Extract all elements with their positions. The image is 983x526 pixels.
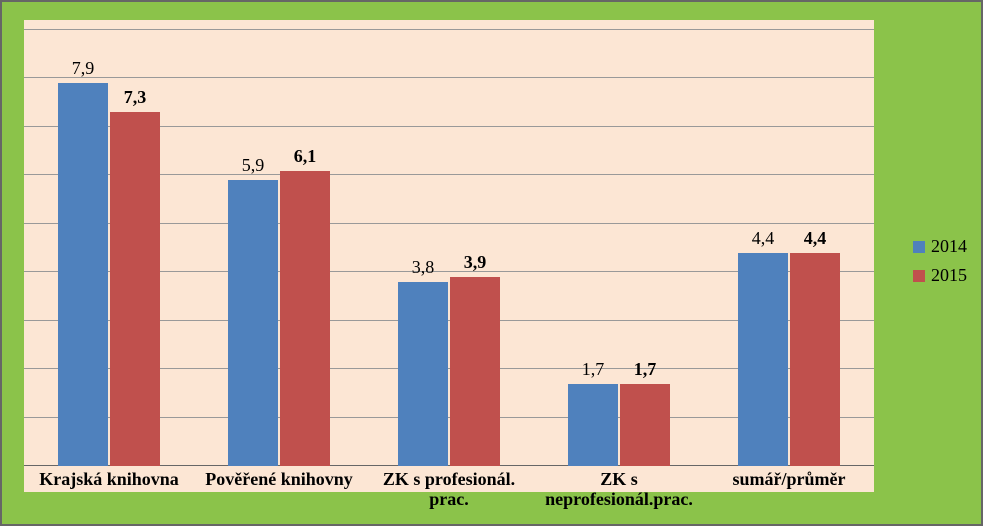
- bar: [568, 384, 618, 466]
- bar-value-label: 4,4: [743, 228, 783, 249]
- chart-container: 7,9 7,3 5,9 6,1 3,8 3,9 1,7 1,7 4,4 4,4 Krajská k…: [0, 0, 983, 526]
- legend: 2014 2015: [913, 236, 967, 294]
- legend-item-2014: 2014: [913, 236, 967, 257]
- bar: [58, 83, 108, 466]
- bar-value-label: 3,8: [403, 257, 443, 278]
- legend-label-2014: 2014: [931, 236, 967, 257]
- bar: [110, 112, 160, 466]
- legend-label-2015: 2015: [931, 265, 967, 286]
- category-label: ZK sneprofesionál.prac.: [534, 469, 704, 510]
- category-label: ZK s profesionál.prac.: [364, 469, 534, 510]
- grid-line: [24, 77, 874, 78]
- bar-value-label: 4,4: [795, 228, 835, 249]
- bar-value-label: 6,1: [285, 146, 325, 167]
- legend-item-2015: 2015: [913, 265, 967, 286]
- bar: [398, 282, 448, 466]
- legend-swatch-2015: [913, 270, 925, 282]
- bar: [228, 180, 278, 466]
- legend-swatch-2014: [913, 241, 925, 253]
- bar: [620, 384, 670, 466]
- bar: [280, 171, 330, 467]
- category-label: Pověřené knihovny: [194, 469, 364, 490]
- bar-value-label: 3,9: [455, 252, 495, 273]
- bar-value-label: 1,7: [625, 359, 665, 380]
- plot-area: 7,9 7,3 5,9 6,1 3,8 3,9 1,7 1,7 4,4 4,4 Krajská k…: [24, 20, 874, 492]
- bar: [738, 253, 788, 466]
- category-label: Krajská knihovna: [24, 469, 194, 490]
- grid-line: [24, 29, 874, 30]
- bar-value-label: 7,9: [63, 58, 103, 79]
- category-label: sumář/průměr: [704, 469, 874, 490]
- bar-value-label: 1,7: [573, 359, 613, 380]
- bar-value-label: 5,9: [233, 155, 273, 176]
- bar-value-label: 7,3: [115, 87, 155, 108]
- bar: [790, 253, 840, 466]
- bar: [450, 277, 500, 466]
